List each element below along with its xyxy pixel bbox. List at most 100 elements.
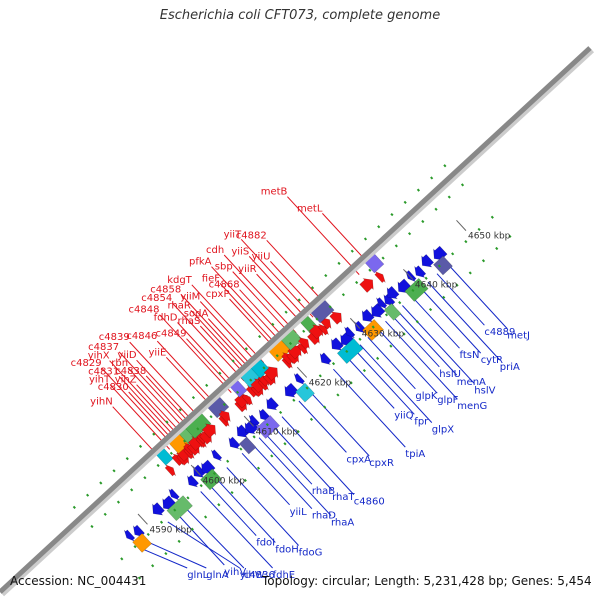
tick-label: 4600 kbp — [203, 476, 246, 486]
gene-label: cpxR — [369, 458, 394, 469]
gene-label: metB — [261, 187, 288, 198]
gene-label: hslV — [474, 386, 495, 397]
accession-text: Accession: NC_004431 — [10, 574, 147, 588]
gene-label: c4860 — [354, 497, 385, 508]
gene-leader-line — [118, 376, 180, 442]
gene-leader-line — [109, 384, 171, 450]
gene-label: yiiR — [238, 264, 256, 275]
gene-label: yihV — [224, 567, 246, 578]
reverse-gene-arrow — [236, 424, 250, 438]
gene-label: fieF — [202, 273, 220, 284]
gene-leader-line — [136, 359, 197, 426]
gene-leader-line — [367, 336, 416, 390]
tick-mark — [190, 464, 201, 476]
gene-leader-line — [183, 506, 245, 569]
gene-leader-line — [146, 540, 207, 569]
reverse-feature-block — [295, 382, 315, 403]
reverse-gene-arrow — [187, 474, 199, 488]
gene-label: c4854 — [141, 293, 172, 304]
gene-leader-line — [127, 367, 189, 434]
gene-leader-line — [167, 521, 240, 569]
gene-label: sodA — [184, 309, 209, 320]
gene-label: yihZ — [115, 375, 137, 386]
gene-leader-line — [171, 302, 245, 382]
gene-label: c4848 — [129, 305, 160, 316]
gene-label: cpxA — [346, 454, 371, 465]
map-title: Escherichia coli CFT073, complete genome — [159, 8, 441, 23]
track-guide — [72, 154, 457, 509]
gene-leader-line — [281, 416, 355, 495]
gene-leader-line — [264, 432, 313, 485]
gene-leader-line — [333, 368, 406, 448]
gene-leader-line — [402, 305, 475, 384]
gene-label: rhaR — [167, 300, 190, 311]
tick-label: 4640 kbp — [415, 281, 458, 291]
gene-label: c4837 — [88, 342, 119, 353]
gene-leader-line — [191, 284, 265, 364]
gene-leader-line — [241, 452, 290, 506]
reverse-gene-arrow — [248, 414, 260, 427]
track-guide — [120, 206, 505, 561]
reverse-gene-arrow — [383, 293, 396, 307]
gene-label: yiiU — [252, 251, 271, 262]
gene-label: menG — [457, 401, 487, 412]
gene-leader-line — [208, 483, 257, 536]
gene-label: fdoI — [256, 538, 275, 549]
reverse-feature-block — [383, 303, 402, 321]
gene-label: fdoH — [275, 545, 299, 556]
gene-leader-line — [354, 349, 415, 415]
reverse-feature-block — [132, 532, 152, 553]
gene-label: yiiT — [224, 229, 242, 240]
forward-gene-arrow — [281, 356, 293, 369]
tick-mark — [456, 220, 467, 231]
gene-label: tpiA — [405, 449, 425, 460]
forward-gene-arrow — [195, 436, 207, 449]
gene-leader-line — [180, 294, 254, 373]
forward-gene-arrow — [374, 271, 386, 284]
gene-leader-line — [346, 356, 395, 409]
forward-gene-arrow — [183, 447, 195, 460]
gene-label: rhaD — [312, 511, 336, 522]
gene-label: cytR — [481, 355, 503, 366]
gene-leader-line — [226, 467, 299, 546]
gene-leader-line — [118, 351, 192, 431]
reverse-feature-block — [166, 495, 193, 522]
gene-label: yiiE — [149, 347, 167, 358]
gene-leader-line — [359, 344, 433, 423]
gene-label: yiiM — [180, 292, 200, 303]
tick-mark — [243, 415, 255, 427]
forward-gene-arrow — [218, 409, 231, 423]
gene-label: rhaS — [178, 316, 201, 327]
reverse-gene-arrow — [228, 436, 241, 450]
gene-label: c4858 — [150, 285, 181, 296]
genome-summary-text: Topology: circular; Length: 5,231,428 bp… — [262, 574, 592, 588]
gene-leader-line — [156, 340, 218, 407]
gene-label: rbn — [111, 358, 128, 369]
gene-label: cpxP — [206, 289, 230, 300]
gene-leader-line — [139, 547, 188, 569]
gene-leader-line — [232, 271, 293, 337]
tick-label: 4610 kbp — [256, 427, 299, 437]
gene-label: glpF — [437, 395, 458, 406]
gene-leader-line — [258, 437, 332, 516]
reverse-feature-block — [404, 277, 429, 302]
forward-gene-arrow — [263, 366, 279, 381]
gene-leader-line — [385, 320, 458, 400]
reverse-feature-block — [255, 414, 280, 439]
gene-label: rhaA — [331, 518, 354, 529]
genome-axis — [0, 46, 592, 594]
gene-label: c4849 — [156, 329, 187, 340]
gene-label: glnL — [187, 570, 208, 581]
gene-label: ftsN — [460, 350, 480, 361]
gene-label: c4838 — [115, 366, 146, 377]
gene-leader-line — [287, 196, 360, 275]
gene-leader-line — [396, 310, 458, 376]
forward-gene-arrow — [317, 323, 329, 336]
gene-leader-line — [219, 283, 280, 349]
reverse-feature-block — [200, 468, 223, 491]
gene-label: c4831 — [88, 366, 119, 377]
gene-label: fdhE — [273, 570, 296, 581]
tick-mark — [137, 513, 148, 525]
reverse-gene-arrow — [266, 396, 280, 411]
